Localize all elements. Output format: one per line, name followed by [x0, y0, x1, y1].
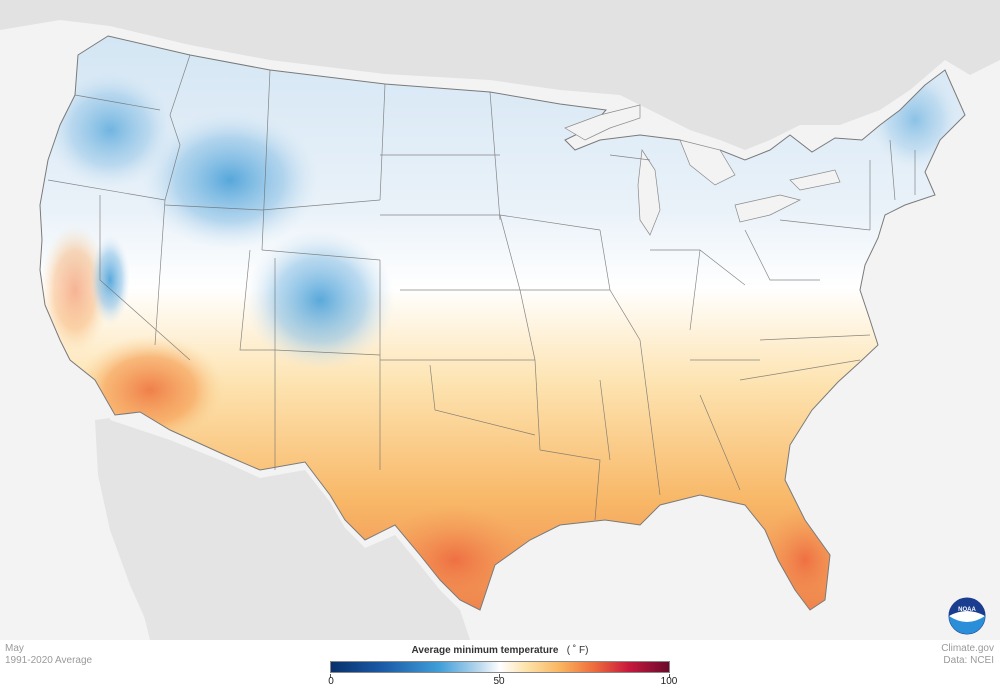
- legend-tick-label-100: 100: [660, 676, 678, 687]
- canada-land: [0, 0, 1000, 150]
- legend-tick-label-0: 0: [328, 676, 334, 687]
- credit-climate-gov: Climate.gov: [941, 643, 994, 654]
- month-label: May: [5, 643, 24, 654]
- credits: Climate.gov Data: NCEI: [941, 643, 994, 667]
- legend-tick-label-50: 50: [493, 676, 505, 687]
- great-lakes: [564, 104, 841, 236]
- legend-tick-0: [330, 674, 331, 678]
- temperature-map: NOAA: [0, 0, 1000, 640]
- legend-title: Average minimum temperature ( ˚ F): [330, 645, 670, 656]
- credit-data-source: Data: NCEI: [943, 655, 994, 666]
- mexico-land: [110, 420, 470, 640]
- svg-text:NOAA: NOAA: [958, 607, 976, 613]
- legend-tick-50: [499, 674, 500, 678]
- map-caption: May 1991-2020 Average: [5, 643, 92, 667]
- noaa-logo: NOAA: [948, 597, 986, 635]
- legend-title-text: Average minimum temperature: [411, 645, 559, 656]
- map-panel: NOAA: [0, 0, 1000, 640]
- legend-color-bar: [330, 661, 670, 673]
- legend-unit: ( ˚ F): [566, 645, 589, 656]
- state-borders: [47, 54, 916, 521]
- legend-tick-100: [669, 674, 670, 678]
- legend-footer: May 1991-2020 Average Average minimum te…: [0, 640, 1000, 690]
- period-label: 1991-2020 Average: [5, 655, 93, 666]
- baja-peninsula: [95, 418, 165, 630]
